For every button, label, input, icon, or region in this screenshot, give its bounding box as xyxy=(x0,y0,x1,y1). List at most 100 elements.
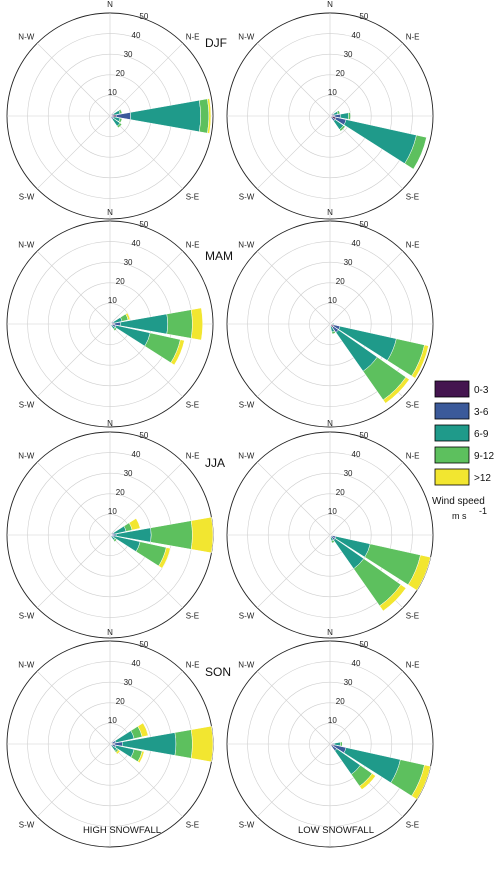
sector-1-bin-2 xyxy=(130,99,201,133)
radial-tick-label: 10 xyxy=(328,88,337,97)
direction-label: N-E xyxy=(186,240,200,249)
sector-1-bin-3 xyxy=(150,520,193,550)
direction-label: S-E xyxy=(406,821,419,830)
direction-label: S-W xyxy=(239,821,255,830)
grid-spoke xyxy=(109,670,184,745)
sector-2-bin-3 xyxy=(118,117,123,123)
windrose-panels: 10 20 30 40 50 N N-E S-E S-W N-W 10 20 30 40 50 N N-E S-E… xyxy=(6,0,434,848)
grid-spoke xyxy=(256,743,331,818)
direction-label: N-W xyxy=(238,660,254,669)
grid-spoke xyxy=(36,115,111,190)
radial-tick-label: 30 xyxy=(124,678,133,687)
radial-tick-label: 30 xyxy=(344,469,353,478)
direction-label: N-E xyxy=(406,451,420,460)
direction-label: S-W xyxy=(239,401,255,410)
radial-tick-label: 10 xyxy=(328,507,337,516)
radial-tick-label: 40 xyxy=(132,450,141,459)
grid-spoke xyxy=(256,323,331,398)
legend-unit-exponent: -1 xyxy=(479,506,487,516)
sector-2-bin-3 xyxy=(331,539,335,544)
grid-spoke xyxy=(36,670,111,745)
radial-tick-label: 30 xyxy=(344,258,353,267)
direction-label: N xyxy=(107,0,113,9)
direction-label: N-E xyxy=(406,240,420,249)
legend-unit: m s xyxy=(452,511,467,521)
radial-tick-label: 40 xyxy=(352,659,361,668)
windrose-jja-high: 10 20 30 40 50 N N-E S-E S-W N-W xyxy=(6,419,214,639)
sector-0-bin-4 xyxy=(137,722,149,738)
radial-tick-label: 20 xyxy=(116,69,125,78)
direction-label: N-W xyxy=(238,240,254,249)
direction-label: N-E xyxy=(406,660,420,669)
legend-label-4: >12 xyxy=(474,473,491,484)
grid-spoke xyxy=(109,534,184,609)
sector-0-bin-4 xyxy=(125,312,131,321)
grid-spoke xyxy=(256,534,331,609)
sector-1-bin-4 xyxy=(379,584,407,612)
direction-label: N-W xyxy=(18,240,34,249)
direction-label: N xyxy=(327,208,333,217)
column-labels: HIGH SNOWFALL LOW SNOWFALL xyxy=(83,825,374,836)
sector-3-bin-3 xyxy=(116,122,123,129)
grid-spoke xyxy=(109,250,184,325)
sector-1-bin-4 xyxy=(411,764,431,800)
grid-spoke xyxy=(109,115,184,190)
windrose-son-high: 10 20 30 40 50 N N-E S-E S-W N-W xyxy=(6,628,214,848)
sector-1-bin-4 xyxy=(190,725,214,763)
season-label-son: SON xyxy=(205,665,231,679)
direction-label: N-E xyxy=(186,32,200,41)
legend-label-2: 6-9 xyxy=(474,429,489,440)
direction-label: N xyxy=(107,208,113,217)
radial-tick-label: 20 xyxy=(336,697,345,706)
direction-label: S-E xyxy=(406,401,419,410)
sector-1-bin-4 xyxy=(190,307,203,341)
season-label-djf: DJF xyxy=(205,36,227,50)
sector-3-bin-4 xyxy=(115,749,121,755)
radial-tick-label: 50 xyxy=(359,431,368,440)
column-label-low: LOW SNOWFALL xyxy=(298,825,374,836)
legend-label-3: 9-12 xyxy=(474,451,494,462)
radial-tick-label: 20 xyxy=(116,697,125,706)
direction-label: N-W xyxy=(18,451,34,460)
sector-2-bin-4 xyxy=(359,773,376,790)
direction-label: N xyxy=(327,0,333,9)
radial-tick-label: 10 xyxy=(328,716,337,725)
sector-2-bin-3 xyxy=(404,134,427,170)
radial-tick-label: 50 xyxy=(139,12,148,21)
sector-3-bin-3 xyxy=(113,538,118,543)
direction-label: N-E xyxy=(406,32,420,41)
direction-label: S-E xyxy=(186,193,199,202)
radial-tick-label: 50 xyxy=(359,12,368,21)
direction-label: S-E xyxy=(186,401,199,410)
direction-label: S-E xyxy=(406,612,419,621)
legend-swatch-0 xyxy=(434,380,470,398)
direction-label: S-W xyxy=(239,193,255,202)
windrose-jja-low: 10 20 30 40 50 N N-E S-E S-W N-W xyxy=(226,419,434,639)
legend-swatch-1 xyxy=(434,402,470,420)
grid-spoke xyxy=(109,743,184,818)
windrose-son-low: 10 20 30 40 50 N N-E S-E S-W N-W xyxy=(226,628,434,848)
grid-spoke xyxy=(36,323,111,398)
radial-tick-label: 20 xyxy=(336,488,345,497)
sector-1-bin-4 xyxy=(190,516,214,554)
grid-spoke xyxy=(36,42,111,117)
radial-tick-label: 50 xyxy=(139,431,148,440)
direction-label: N xyxy=(327,419,333,428)
direction-label: S-W xyxy=(19,821,35,830)
grid-spoke xyxy=(256,250,331,325)
radial-tick-label: 50 xyxy=(359,220,368,229)
sector-2-bin-2 xyxy=(343,119,417,164)
grid-spoke xyxy=(109,461,184,536)
legend-label-1: 3-6 xyxy=(474,407,489,418)
radial-tick-label: 40 xyxy=(352,450,361,459)
sector-1-bin-3 xyxy=(174,729,193,759)
radial-tick-label: 50 xyxy=(139,220,148,229)
grid-spoke xyxy=(256,461,331,536)
sector-2-bin-4 xyxy=(137,750,145,764)
grid-spoke xyxy=(36,534,111,609)
radial-tick-label: 30 xyxy=(124,469,133,478)
radial-tick-label: 30 xyxy=(124,50,133,59)
windrose-mam-low: 10 20 30 40 50 N N-E S-E S-W N-W xyxy=(226,208,434,428)
sector-1-bin-3 xyxy=(198,98,210,134)
